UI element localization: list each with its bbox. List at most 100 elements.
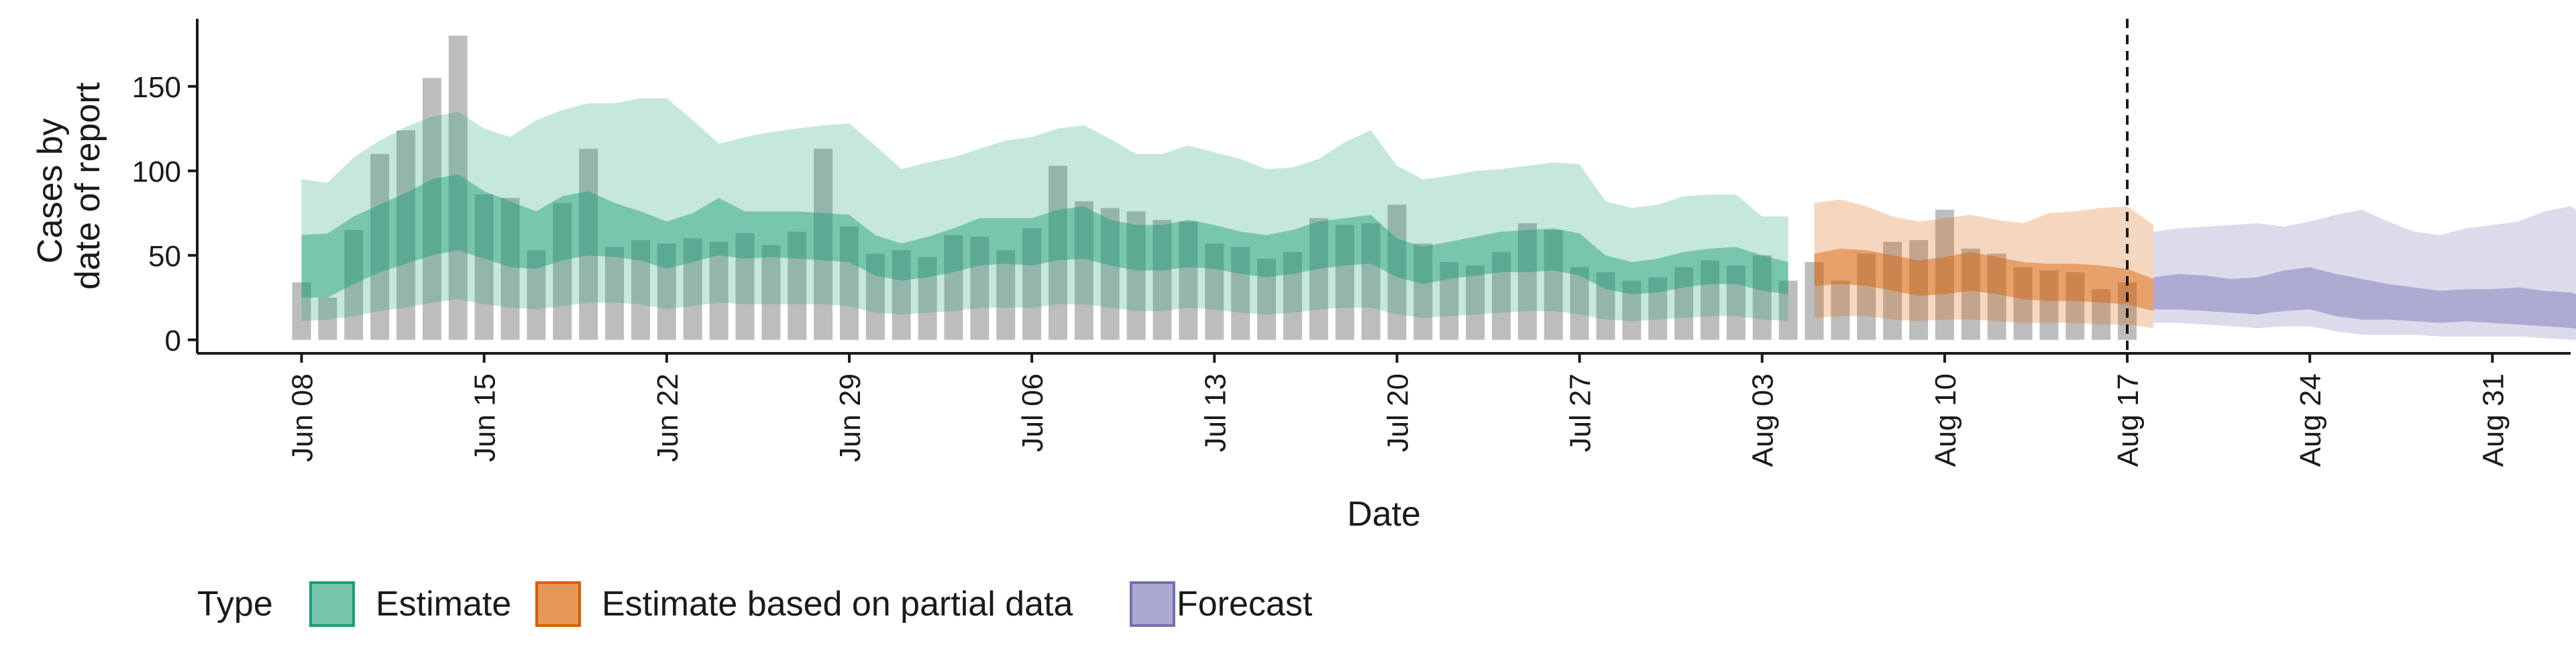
y-tick-label: 100 xyxy=(132,156,181,188)
bar-reported-cases xyxy=(839,226,859,340)
legend-key-forecast xyxy=(1130,581,1175,627)
bar-reported-cases xyxy=(1491,251,1511,340)
bar-reported-cases xyxy=(709,241,729,340)
bar-reported-cases xyxy=(1935,209,1954,340)
bar-reported-cases xyxy=(1517,223,1537,340)
legend: Type Estimate Estimate based on partial d… xyxy=(197,581,1313,627)
bar-reported-cases xyxy=(683,238,702,340)
bar-reported-cases xyxy=(735,233,755,340)
bar-reported-cases xyxy=(500,198,520,340)
bar-reported-cases xyxy=(1596,272,1615,340)
x-tick-label: Jun 15 xyxy=(469,373,502,462)
bar-reported-cases xyxy=(814,149,833,340)
bar-reported-cases xyxy=(788,231,807,340)
legend-label-estimate-based-on-partial-data: Estimate based on partial data xyxy=(602,585,1073,624)
bar-reported-cases xyxy=(892,250,911,340)
bar-reported-cases xyxy=(1231,247,1250,340)
bar-reported-cases xyxy=(396,130,416,340)
bar-reported-cases xyxy=(1309,218,1328,340)
bar-reported-cases xyxy=(553,202,572,340)
bar-reported-cases xyxy=(1413,243,1433,340)
bar-reported-cases xyxy=(1205,243,1224,340)
bar-reported-cases xyxy=(527,250,546,340)
bar-reported-cases xyxy=(1752,255,1772,340)
bar-reported-cases xyxy=(2013,267,2033,340)
y-tick-label: 150 xyxy=(132,71,181,104)
estimate-inner-band xyxy=(301,174,1788,298)
x-tick-label: Aug 03 xyxy=(1747,373,1780,467)
bar-reported-cases xyxy=(1883,241,1902,340)
bar-reported-cases xyxy=(605,247,625,340)
estimate-based-on-partial-data-outer-band xyxy=(1814,199,2153,329)
bar-reported-cases xyxy=(1987,253,2006,340)
bar-reported-cases xyxy=(370,154,390,340)
axis-titles-layer: Date Cases by date of report xyxy=(31,82,1421,534)
bar-reported-cases xyxy=(1126,211,1146,340)
bar-reported-cases xyxy=(1726,265,1746,340)
bar-reported-cases xyxy=(1049,166,1067,340)
bar-reported-cases xyxy=(1648,277,1668,340)
bar-reported-cases xyxy=(970,237,989,340)
bar-reported-cases xyxy=(1387,204,1407,340)
y-axis-title-line-2: date of report xyxy=(68,82,107,290)
bar-reported-cases xyxy=(657,243,676,340)
axes-layer: 0 50 100 150 Jun 08 Jun 15 Jun 22 Jun 29 Jul 06 J… xyxy=(132,19,2571,467)
bar-reported-cases xyxy=(422,78,441,340)
bar-reported-cases xyxy=(918,257,937,340)
x-tick-label: Jul 20 xyxy=(1381,373,1414,452)
bar-reported-cases xyxy=(1700,260,1719,340)
bar-reported-cases xyxy=(1857,253,1876,340)
bar-reported-cases xyxy=(1100,208,1120,340)
x-axis-title: Date xyxy=(1347,495,1421,534)
bar-reported-cases xyxy=(344,230,364,340)
legend-key-estimate-based-on-partial-data xyxy=(535,581,581,627)
legend-label-forecast: Forecast xyxy=(1177,585,1313,624)
legend-label-estimate: Estimate xyxy=(376,585,511,624)
bar-reported-cases xyxy=(1466,265,1485,340)
bar-reported-cases xyxy=(474,194,494,340)
x-tick-label: Jun 22 xyxy=(651,373,684,462)
bar-reported-cases xyxy=(865,253,885,340)
x-tick-label: Jul 27 xyxy=(1564,373,1597,452)
legend-title: Type xyxy=(197,585,273,624)
bar-reported-cases xyxy=(1022,228,1042,340)
legend-key-estimate xyxy=(309,581,355,627)
x-tick-label: Jun 08 xyxy=(286,373,319,462)
bar-reported-cases xyxy=(1622,280,1642,340)
bar-reported-cases xyxy=(1909,240,1929,340)
bar-reported-cases xyxy=(1440,261,1459,340)
bar-reported-cases xyxy=(1831,280,1850,340)
bar-reported-cases xyxy=(1179,221,1198,340)
y-tick-label: 0 xyxy=(165,325,181,357)
bar-reported-cases xyxy=(631,240,650,340)
forecast-outer-band xyxy=(2153,206,2576,340)
bar-reported-cases xyxy=(1283,251,1302,340)
bar-reported-cases xyxy=(1805,261,1824,340)
bar-reported-cases xyxy=(1257,258,1277,340)
bar-reported-cases xyxy=(1544,230,1563,340)
bar-reported-cases xyxy=(944,235,963,340)
bar-reported-cases xyxy=(1335,225,1354,340)
x-tick-label: Aug 31 xyxy=(2477,373,2510,467)
estimate-based-on-partial-data-inner-band xyxy=(1814,248,2153,311)
bar-reported-cases xyxy=(2065,272,2085,340)
y-tick-label: 50 xyxy=(148,240,181,273)
bar-reported-cases xyxy=(1674,267,1694,340)
ribbons-layer xyxy=(301,98,2576,340)
bar-reported-cases xyxy=(2092,289,2111,340)
bar-reported-cases xyxy=(1570,267,1589,340)
bar-reported-cases xyxy=(1778,280,1798,340)
estimate-outer-band xyxy=(301,98,1788,322)
forecast-inner-band xyxy=(2153,267,2576,329)
bar-reported-cases xyxy=(1361,223,1381,340)
x-tick-label: Jun 29 xyxy=(834,373,867,462)
bar-reported-cases xyxy=(292,282,311,340)
bar-reported-cases xyxy=(996,250,1016,340)
bar-reported-cases xyxy=(1961,248,1980,340)
bar-reported-cases xyxy=(318,297,337,340)
bars-layer xyxy=(292,36,2137,340)
bar-reported-cases xyxy=(579,149,598,340)
x-tick-label: Aug 10 xyxy=(1929,373,1962,467)
